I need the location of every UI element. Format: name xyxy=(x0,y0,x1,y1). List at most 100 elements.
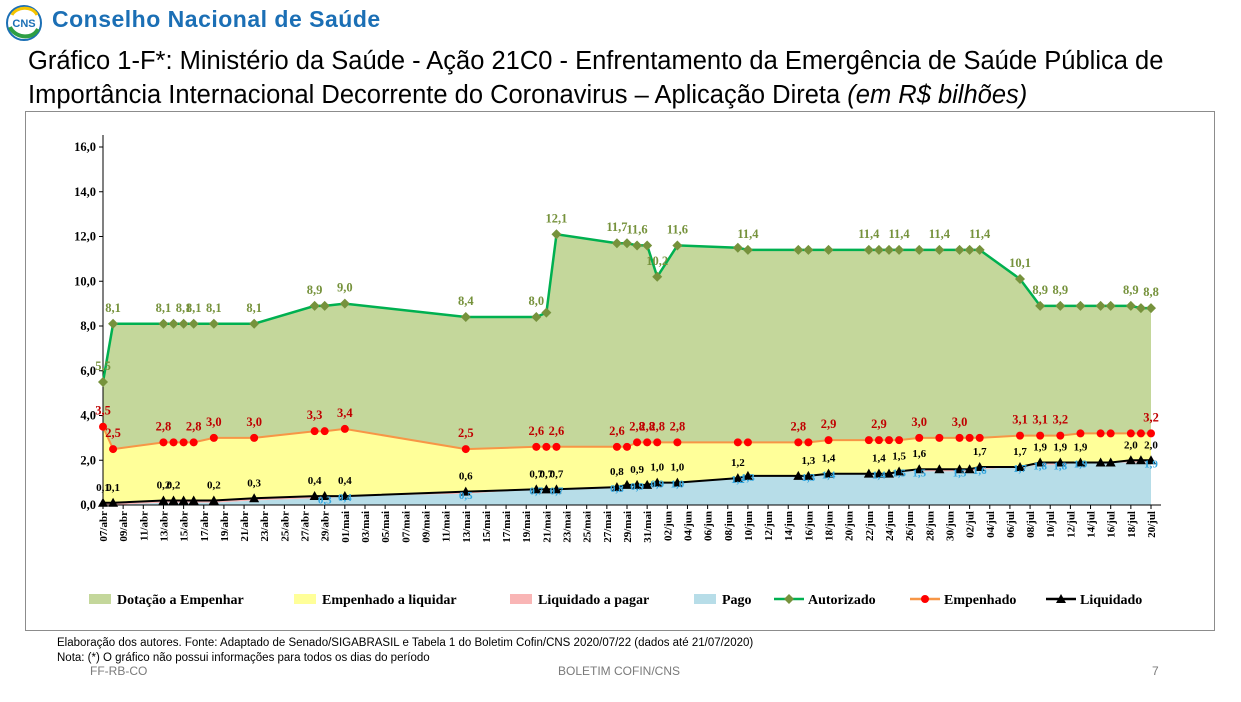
x-tick-label: 31/mai xyxy=(642,511,654,543)
data-label-empenhado: 3,1 xyxy=(1012,413,1028,427)
point-empenhado xyxy=(532,442,541,451)
point-empenhado xyxy=(109,445,118,454)
x-tick-label: 01/mai xyxy=(340,511,352,543)
point-liquidado xyxy=(188,495,199,505)
point-liquidado xyxy=(732,473,743,483)
point-empenhado xyxy=(1016,431,1024,440)
point-autorizado xyxy=(108,318,119,329)
point-autorizado xyxy=(863,244,874,255)
x-tick-label: 04/jul xyxy=(985,511,997,538)
x-tick-label: 06/jul xyxy=(1005,511,1017,538)
chart-container: 0,0 2,0 4,0 6,0 8,0 10,0 12,0 14,0 16,0 07/abr 09/… xyxy=(25,111,1215,631)
point-autorizado xyxy=(249,318,260,329)
legend-swatch xyxy=(694,594,716,604)
point-empenhado xyxy=(733,438,742,447)
point-autorizado xyxy=(541,307,552,318)
legend-label: Dotação a Empenhar xyxy=(117,593,244,608)
point-empenhado xyxy=(965,433,974,442)
point-empenhado xyxy=(169,438,178,447)
data-label-empenhado: 2,5 xyxy=(458,426,474,440)
x-tick-label: 19/abr xyxy=(219,511,231,542)
legend-swatch xyxy=(89,594,111,604)
x-tick-label: 22/jun xyxy=(864,511,876,541)
point-liquidado xyxy=(249,493,260,503)
data-labels: 5,58,1 8,1 8,18,1 8,1 8,18,9 9,08,4 8,012,111,… xyxy=(95,211,1159,506)
data-label-pago: 1,4 xyxy=(872,470,886,482)
area-empenhado-a-liquidar xyxy=(103,426,1151,503)
point-empenhado xyxy=(310,427,319,436)
point-empenhado xyxy=(623,442,631,451)
point-empenhado xyxy=(552,442,561,451)
data-label-pago: 0,7 xyxy=(529,485,543,497)
y-tick-label: 10,0 xyxy=(74,274,96,288)
line-autorizado xyxy=(101,232,1151,383)
x-tick-label: 11/mai xyxy=(441,511,453,542)
legend: Dotação a Empenhar Empenhado a liquidar Li… xyxy=(89,593,1142,608)
data-label-empenhado: 2,9 xyxy=(871,417,887,431)
point-autorizado xyxy=(551,229,562,240)
point-autorizado xyxy=(1055,300,1066,311)
data-label-empenhado: 3,3 xyxy=(307,408,323,422)
point-autorizado xyxy=(622,238,632,249)
x-tick-label: 21/abr xyxy=(239,511,251,542)
point-empenhado xyxy=(250,433,259,442)
point-autorizado xyxy=(1075,300,1086,311)
data-label-empenhado: 2,6 xyxy=(549,424,565,438)
point-empenhado xyxy=(189,438,198,447)
point-autorizado xyxy=(1135,303,1146,314)
data-label-empenhado: 2,8 xyxy=(156,419,172,433)
area-pago xyxy=(103,462,1151,505)
series-lines xyxy=(98,229,1156,507)
point-empenhado xyxy=(1136,429,1145,438)
x-tick-label: 27/mai xyxy=(602,511,614,543)
data-label-pago: 1,4 xyxy=(822,470,836,482)
point-liquidado xyxy=(803,470,814,480)
data-label-pago: 1,7 xyxy=(1013,463,1027,475)
x-tick-label: 23/mai xyxy=(562,511,574,543)
point-empenhado xyxy=(864,436,873,445)
point-empenhado xyxy=(935,433,944,442)
point-empenhado xyxy=(633,438,642,447)
data-label-liquidado: 0,1 xyxy=(106,482,120,494)
point-autorizado xyxy=(672,240,683,251)
x-tick-label: 16/jun xyxy=(803,511,815,541)
data-label-pago: 1,0 xyxy=(671,479,685,491)
point-liquidado xyxy=(793,470,804,480)
point-autorizado xyxy=(460,312,471,323)
legend-marker xyxy=(921,595,929,603)
point-autorizado xyxy=(168,318,179,329)
data-label-liquidado: 1,7 xyxy=(1013,446,1027,458)
point-liquidado xyxy=(884,468,894,478)
x-tick-label: 15/abr xyxy=(179,511,191,542)
x-tick-label: 07/mai xyxy=(400,511,412,543)
data-label-empenhado: 2,8 xyxy=(186,419,202,433)
data-label-pago: 0,7 xyxy=(550,485,564,497)
data-label-liquidado: 1,9 xyxy=(1074,441,1088,453)
data-label-autorizado: 8,9 xyxy=(307,283,323,297)
point-empenhado xyxy=(794,438,803,447)
x-tick-label: 27/abr xyxy=(300,511,312,542)
data-label-empenhado: 3,2 xyxy=(1143,410,1159,424)
point-autorizado xyxy=(894,244,905,255)
data-label-autorizado: 8,1 xyxy=(206,301,222,315)
x-tick-label: 02/jul xyxy=(965,511,977,538)
point-autorizado xyxy=(793,244,804,255)
data-label-empenhado: 3,0 xyxy=(952,415,968,429)
source-note: Elaboração dos autores. Fonte: Adaptado … xyxy=(57,637,754,649)
point-autorizado xyxy=(803,244,814,255)
point-liquidado xyxy=(894,466,905,476)
data-label-autorizado: 11,4 xyxy=(858,227,880,241)
data-label-empenhado: 2,8 xyxy=(790,419,806,433)
data-label-autorizado: 8,1 xyxy=(246,301,262,315)
point-empenhado xyxy=(975,433,984,442)
point-liquidado xyxy=(672,477,683,487)
point-autorizado xyxy=(319,300,330,311)
x-tick-label: 12/jun xyxy=(763,511,775,541)
x-tick-label: 23/abr xyxy=(259,511,271,542)
x-tick-label: 08/jun xyxy=(723,511,735,541)
point-autorizado xyxy=(1146,303,1156,314)
x-tick-label: 04/jun xyxy=(683,511,695,541)
legend-label: Empenhado xyxy=(944,593,1016,608)
data-label-empenhado: 2,5 xyxy=(105,426,121,440)
point-empenhado xyxy=(1126,429,1135,438)
